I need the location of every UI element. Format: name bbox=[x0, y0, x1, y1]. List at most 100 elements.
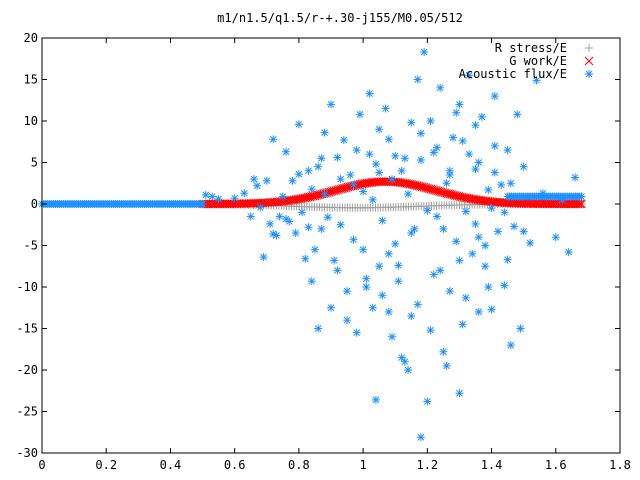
data-point bbox=[457, 192, 467, 202]
data-point bbox=[405, 179, 415, 189]
data-point bbox=[404, 190, 413, 199]
data-point bbox=[294, 120, 303, 129]
data-point bbox=[420, 48, 429, 57]
data-point bbox=[577, 199, 586, 209]
data-point bbox=[402, 179, 412, 188]
data-point bbox=[449, 133, 458, 142]
data-point bbox=[458, 136, 467, 145]
data-point bbox=[368, 303, 377, 312]
y-tick-label: 20 bbox=[24, 31, 38, 45]
data-point bbox=[269, 135, 278, 144]
data-point bbox=[230, 194, 239, 203]
data-point bbox=[454, 191, 463, 201]
data-point bbox=[294, 170, 303, 179]
legend-label: Acoustic flux/E bbox=[459, 67, 567, 81]
data-point bbox=[397, 353, 406, 362]
data-point bbox=[275, 212, 284, 221]
data-point bbox=[439, 347, 448, 356]
data-point bbox=[442, 188, 451, 198]
data-point bbox=[464, 194, 474, 203]
data-point bbox=[471, 219, 480, 228]
data-point bbox=[465, 71, 474, 80]
x-tick-label: 1 bbox=[359, 458, 366, 472]
data-point bbox=[519, 227, 528, 236]
x-tick-label: 1.2 bbox=[416, 458, 438, 472]
data-point bbox=[426, 184, 436, 194]
data-point bbox=[384, 135, 393, 144]
data-point bbox=[371, 395, 380, 404]
data-point bbox=[355, 110, 364, 119]
data-point bbox=[519, 162, 528, 171]
data-point bbox=[391, 151, 400, 160]
x-tick-label: 0.4 bbox=[160, 458, 182, 472]
data-point bbox=[452, 191, 462, 201]
data-point bbox=[506, 341, 515, 350]
data-point bbox=[303, 192, 313, 202]
data-point bbox=[331, 186, 341, 195]
data-point bbox=[471, 165, 480, 174]
data-point bbox=[308, 191, 318, 201]
data-point bbox=[384, 307, 393, 316]
x-tick-label: 1.8 bbox=[609, 458, 631, 472]
data-point bbox=[262, 176, 271, 185]
data-point bbox=[455, 389, 464, 398]
data-point bbox=[295, 194, 304, 204]
data-point bbox=[432, 143, 441, 152]
data-point bbox=[419, 182, 429, 192]
data-point bbox=[333, 153, 342, 162]
data-point bbox=[538, 189, 547, 198]
data-point bbox=[327, 186, 337, 196]
data-point bbox=[391, 239, 400, 248]
data-point bbox=[249, 175, 258, 184]
x-tick-label: 0.8 bbox=[288, 458, 310, 472]
data-point bbox=[490, 92, 499, 101]
data-point bbox=[282, 147, 291, 156]
data-point bbox=[510, 222, 519, 231]
data-point bbox=[296, 194, 306, 203]
data-point bbox=[487, 204, 496, 213]
data-point bbox=[413, 300, 422, 309]
data-point bbox=[407, 229, 416, 238]
data-point bbox=[312, 190, 322, 200]
data-point bbox=[240, 189, 249, 198]
data-point bbox=[481, 241, 490, 250]
data-point bbox=[400, 178, 410, 188]
data-point bbox=[442, 361, 451, 370]
data-point bbox=[320, 190, 329, 199]
axes: 0 0.2 0.4 0.6 0.8 1 1.2 1.4 1.6 1.8 20 15 10 5 0 -5 -10 -… bbox=[16, 31, 631, 472]
data-point bbox=[320, 128, 329, 137]
data-point bbox=[259, 253, 268, 262]
data-point bbox=[352, 146, 361, 155]
data-point bbox=[449, 190, 458, 200]
data-point bbox=[416, 433, 425, 442]
y-tick-label: -10 bbox=[16, 280, 38, 294]
data-point bbox=[564, 248, 573, 257]
data-point bbox=[416, 182, 425, 191]
data-point bbox=[412, 181, 422, 190]
data-point bbox=[532, 76, 541, 85]
data-point bbox=[304, 223, 313, 232]
data-point bbox=[455, 256, 464, 265]
data-point bbox=[452, 108, 461, 117]
data-point bbox=[432, 212, 441, 221]
data-point bbox=[307, 192, 316, 201]
data-point bbox=[400, 357, 409, 366]
data-point bbox=[388, 332, 397, 341]
x-tick-label: 1.4 bbox=[481, 458, 503, 472]
data-point bbox=[365, 150, 374, 159]
data-point bbox=[416, 156, 425, 165]
data-point bbox=[317, 154, 326, 163]
data-point bbox=[484, 283, 493, 291]
data-point bbox=[440, 188, 450, 198]
y-tick-label: -15 bbox=[16, 322, 38, 336]
data-point bbox=[381, 104, 390, 113]
data-point bbox=[513, 110, 522, 119]
data-point bbox=[388, 175, 397, 184]
data-point bbox=[497, 180, 506, 189]
data-point bbox=[346, 170, 355, 179]
data-point bbox=[429, 148, 438, 157]
data-point bbox=[571, 173, 580, 182]
data-point bbox=[368, 195, 377, 204]
data-point bbox=[462, 193, 472, 203]
